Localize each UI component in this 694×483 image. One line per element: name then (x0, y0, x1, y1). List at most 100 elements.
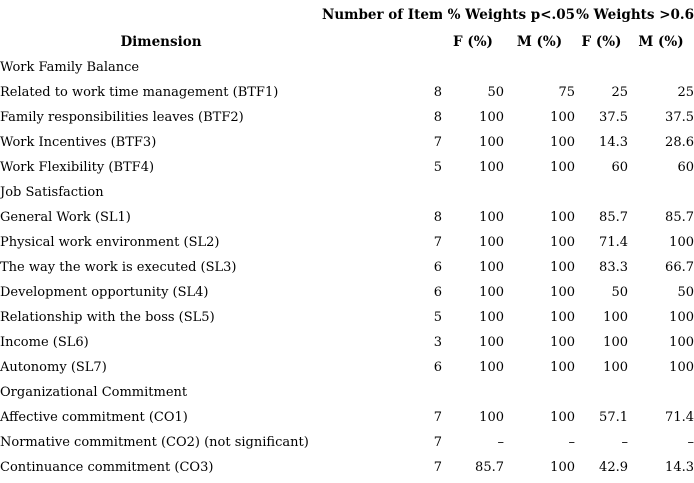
items-count-cell: 8 (433, 85, 442, 100)
items-count-cell: 6 (433, 285, 442, 300)
dimension-cell: Physical work environment (SL2) (0, 235, 220, 250)
col-header-dimension: Dimension (120, 33, 202, 50)
f-p05-cell: 100 (479, 235, 504, 250)
f-p05-cell: 50 (487, 85, 504, 100)
dimension-cell: Family responsibilities leaves (BTF2) (0, 110, 244, 125)
m-06-cell: 37.5 (665, 110, 694, 125)
f-06-cell: 71.4 (599, 235, 628, 250)
table-row: Autonomy (SL7) 6 100 100 100 100 (0, 355, 694, 380)
table-row: Continuance commitment (CO3) 7 85.7 100 42.9… (0, 455, 694, 480)
m-p05-cell: 100 (550, 310, 575, 325)
f-06-cell: 85.7 (599, 210, 628, 225)
f-06-cell: 100 (603, 310, 628, 325)
m-06-cell: – (687, 435, 694, 450)
f-06-cell: 60 (611, 160, 628, 175)
table-row: Normative commitment (CO2) (not signific… (0, 430, 694, 455)
f-06-cell: 25 (611, 85, 628, 100)
table-row: Relationship with the boss (SL5) 5 100 100 1… (0, 305, 694, 330)
items-count-cell: 5 (433, 160, 442, 175)
m-p05-cell: 75 (558, 85, 575, 100)
table-row: Physical work environment (SL2) 7 100 100 71… (0, 230, 694, 255)
m-p05-cell: 100 (550, 410, 575, 425)
table-row: Work Incentives (BTF3) 7 100 100 14.3 28.6 (0, 130, 694, 155)
dimension-cell: Development opportunity (SL4) (0, 285, 209, 300)
m-p05-cell: 100 (550, 135, 575, 150)
m-06-cell: 50 (677, 285, 694, 300)
col-header-m-06: M (%) (638, 33, 684, 50)
m-06-cell: 100 (669, 310, 694, 325)
col-header-m-p05: M (%) (516, 33, 563, 50)
header-spacer (322, 28, 442, 55)
dimension-cell: Work Flexibility (BTF4) (0, 160, 155, 175)
dimension-cell: The way the work is executed (SL3) (0, 260, 237, 275)
f-p05-cell: 100 (479, 410, 504, 425)
dimension-cell: Relationship with the boss (SL5) (0, 310, 215, 325)
m-06-cell: 60 (677, 160, 694, 175)
f-p05-cell: 100 (479, 285, 504, 300)
items-count-cell: 6 (433, 360, 442, 375)
f-p05-cell: 100 (479, 335, 504, 350)
col-header-f-p05: F (%) (453, 33, 493, 50)
m-06-cell: 100 (669, 235, 694, 250)
items-count-cell: 8 (433, 110, 442, 125)
table-row: Development opportunity (SL4) 6 100 100 50 50 (0, 280, 694, 305)
items-count-cell: 5 (433, 310, 442, 325)
m-06-cell: 28.6 (665, 135, 694, 150)
m-p05-cell: 100 (550, 360, 575, 375)
table-row: Work Flexibility (BTF4) 5 100 100 60 60 (0, 155, 694, 180)
table-row: The way the work is executed (SL3) 6 100 10… (0, 255, 694, 280)
header-spacer (0, 2, 322, 28)
dimension-cell: Work Incentives (BTF3) (0, 135, 157, 150)
f-p05-cell: 85.7 (475, 460, 504, 475)
f-06-cell: 100 (603, 335, 628, 350)
table-header: Number of Items % Weights p<.05 % Weight… (0, 2, 694, 55)
dimension-cell: General Work (SL1) (0, 210, 131, 225)
m-p05-cell: 100 (550, 460, 575, 475)
m-p05-cell: 100 (550, 235, 575, 250)
table-row: Affective commitment (CO1) 7 100 100 57.1 71.… (0, 405, 694, 430)
f-06-cell: 100 (603, 360, 628, 375)
f-06-cell: 50 (611, 285, 628, 300)
items-count-cell: 7 (433, 410, 442, 425)
m-p05-cell: 100 (550, 260, 575, 275)
table-row: Income (SL6) 3 100 100 100 100 (0, 330, 694, 355)
dimension-cell: Related to work time management (BTF1) (0, 85, 279, 100)
table-row: Related to work time management (BTF1) 8 5… (0, 80, 694, 105)
section-row: Job Satisfaction (0, 180, 694, 205)
f-p05-cell: – (497, 435, 505, 450)
dimension-cell: Autonomy (SL7) (0, 360, 107, 375)
m-06-cell: 71.4 (665, 410, 694, 425)
f-06-cell: 37.5 (599, 110, 628, 125)
f-06-cell: – (621, 435, 629, 450)
header-row-2: Dimension F (%) M (%) F (%) M (%) (0, 28, 694, 55)
items-count-cell: 7 (433, 235, 442, 250)
items-count-cell: 7 (433, 460, 442, 475)
items-count-cell: 8 (433, 210, 442, 225)
dimension-cell: Income (SL6) (0, 335, 89, 350)
section-label: Job Satisfaction (0, 185, 104, 200)
f-06-cell: 14.3 (599, 135, 628, 150)
m-06-cell: 14.3 (665, 460, 694, 475)
m-06-cell: 100 (669, 360, 694, 375)
f-06-cell: 42.9 (599, 460, 628, 475)
col-header-f-06: F (%) (581, 33, 622, 50)
f-p05-cell: 100 (479, 135, 504, 150)
f-p05-cell: 100 (479, 260, 504, 275)
dimension-cell: Normative commitment (CO2) (not signific… (0, 435, 309, 450)
items-count-cell: 7 (433, 435, 442, 450)
dimension-cell: Continuance commitment (CO3) (0, 460, 214, 475)
items-count-cell: 6 (433, 260, 442, 275)
f-p05-cell: 100 (479, 360, 504, 375)
table-row: General Work (SL1) 8 100 100 85.7 85.7 (0, 205, 694, 230)
f-p05-cell: 100 (479, 310, 504, 325)
m-p05-cell: 100 (550, 285, 575, 300)
col-header-weights-p05: % Weights p<.05 (447, 7, 575, 23)
m-p05-cell: – (568, 435, 576, 450)
items-count-cell: 3 (433, 335, 442, 350)
m-06-cell: 66.7 (665, 260, 694, 275)
section-row: Work Family Balance (0, 55, 694, 80)
items-count-cell: 7 (433, 135, 442, 150)
col-header-number-of-items: Number of Items (322, 7, 442, 23)
m-p05-cell: 100 (550, 110, 575, 125)
